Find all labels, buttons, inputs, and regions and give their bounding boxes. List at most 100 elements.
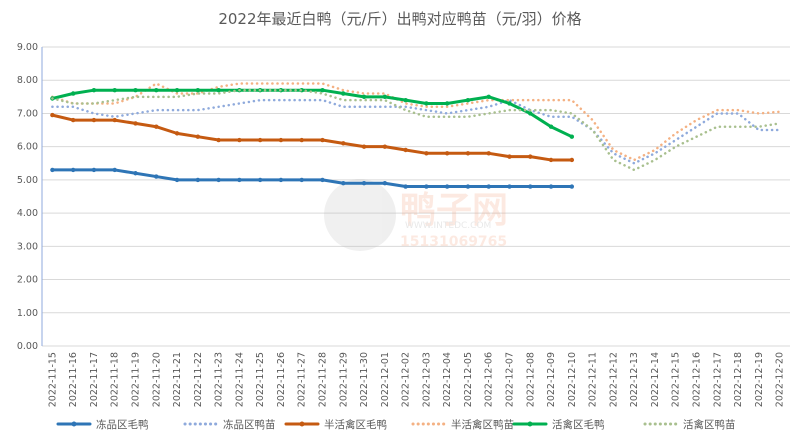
legend-label: 半活禽区毛鸭 [324, 418, 387, 431]
x-tick-label: 2022-12-17 [712, 352, 723, 407]
data-point [91, 167, 97, 173]
data-point [548, 124, 554, 129]
data-point [486, 184, 491, 189]
x-tick-label: 2022-11-18 [110, 352, 121, 407]
watermark-name: 鸭子网 [400, 190, 508, 231]
data-point [91, 117, 97, 123]
data-point [112, 117, 117, 123]
legend-label: 冻品区毛鸭 [96, 418, 149, 431]
data-point [278, 177, 284, 183]
data-point [299, 177, 304, 183]
data-point [507, 154, 512, 159]
data-point [569, 157, 575, 163]
data-point [50, 112, 55, 118]
y-tick-label: 7.00 [17, 108, 38, 119]
x-tick-label: 2022-11-26 [276, 352, 287, 407]
data-point [216, 137, 221, 143]
data-point [341, 181, 346, 186]
data-point [112, 167, 117, 173]
x-tick-label: 2022-12-18 [733, 352, 744, 407]
data-point [112, 87, 117, 93]
x-tick-label: 2022-11-19 [131, 352, 142, 407]
legend-marker [71, 421, 77, 427]
y-tick-label: 6.00 [17, 142, 38, 153]
data-point [70, 91, 76, 96]
x-tick-label: 2022-12-19 [754, 352, 765, 407]
x-tick-label: 2022-12-16 [692, 352, 703, 407]
data-point [174, 177, 180, 183]
watermark-url: WWW.INTEDC.COM [405, 221, 491, 231]
series-line [51, 82, 781, 162]
data-point [528, 184, 533, 189]
data-point [320, 137, 325, 143]
x-tick-label: 2022-12-13 [629, 352, 640, 407]
x-tick-label: 2022-11-17 [89, 352, 100, 407]
data-point [403, 184, 408, 189]
series-line [50, 168, 574, 189]
data-point [70, 167, 76, 173]
data-point [403, 147, 408, 153]
data-point [195, 134, 201, 139]
legend-marker [299, 421, 305, 427]
data-point [133, 121, 138, 126]
data-point [444, 151, 450, 156]
data-point [216, 177, 221, 183]
y-tick-label: 2.00 [17, 275, 38, 286]
y-tick-label: 3.00 [17, 241, 38, 252]
x-tick-label: 2022-11-22 [193, 352, 204, 407]
series-line [50, 113, 574, 162]
x-tick-label: 2022-12-01 [380, 352, 391, 407]
x-tick-label: 2022-12-14 [650, 352, 661, 407]
series-line [51, 98, 781, 165]
x-tick-label: 2022-12-08 [525, 352, 536, 407]
x-tick-label: 2022-12-10 [567, 352, 578, 407]
data-point [444, 101, 450, 106]
y-tick-label: 9.00 [17, 42, 38, 53]
x-tick-label: 2022-11-25 [255, 352, 266, 407]
data-point [195, 87, 201, 93]
x-tick-label: 2022-11-30 [359, 352, 370, 407]
data-point [237, 137, 242, 143]
x-tick-label: 2022-12-03 [421, 352, 432, 407]
data-point [424, 101, 429, 106]
data-point [174, 131, 180, 136]
data-point [257, 177, 263, 183]
legend-label: 冻品区鸭苗 [223, 418, 276, 431]
legend-label: 半活禽区鸭苗 [451, 418, 514, 431]
x-tick-label: 2022-11-27 [297, 352, 308, 407]
data-point [133, 171, 138, 176]
data-point [91, 87, 97, 93]
x-tick-label: 2022-12-09 [546, 352, 557, 407]
x-tick-label: 2022-12-20 [775, 352, 786, 407]
data-point [486, 94, 491, 100]
data-point [154, 87, 159, 93]
data-point [382, 144, 388, 149]
data-point [569, 184, 575, 189]
data-point [465, 151, 471, 156]
x-tick-label: 2022-11-23 [214, 352, 225, 407]
data-point [299, 137, 304, 143]
data-point [361, 181, 367, 186]
data-point [507, 184, 512, 189]
x-tick-label: 2022-11-16 [68, 352, 79, 407]
watermark-phone: 15131069765 [400, 234, 507, 250]
data-point [341, 141, 346, 146]
data-point [465, 184, 471, 189]
y-tick-label: 5.00 [17, 175, 38, 186]
watermark-logo [324, 179, 396, 251]
data-point [216, 87, 221, 93]
y-tick-label: 1.00 [17, 308, 38, 319]
data-point [403, 97, 408, 103]
data-point [278, 137, 284, 143]
data-point [361, 94, 367, 100]
data-point [507, 101, 512, 106]
x-tick-label: 2022-12-11 [588, 352, 599, 407]
data-point [548, 184, 554, 189]
data-point [70, 117, 76, 123]
data-point [424, 151, 429, 156]
y-tick-label: 0.00 [17, 341, 38, 352]
x-tick-label: 2022-12-15 [671, 352, 682, 407]
y-tick-label: 8.00 [17, 75, 38, 86]
